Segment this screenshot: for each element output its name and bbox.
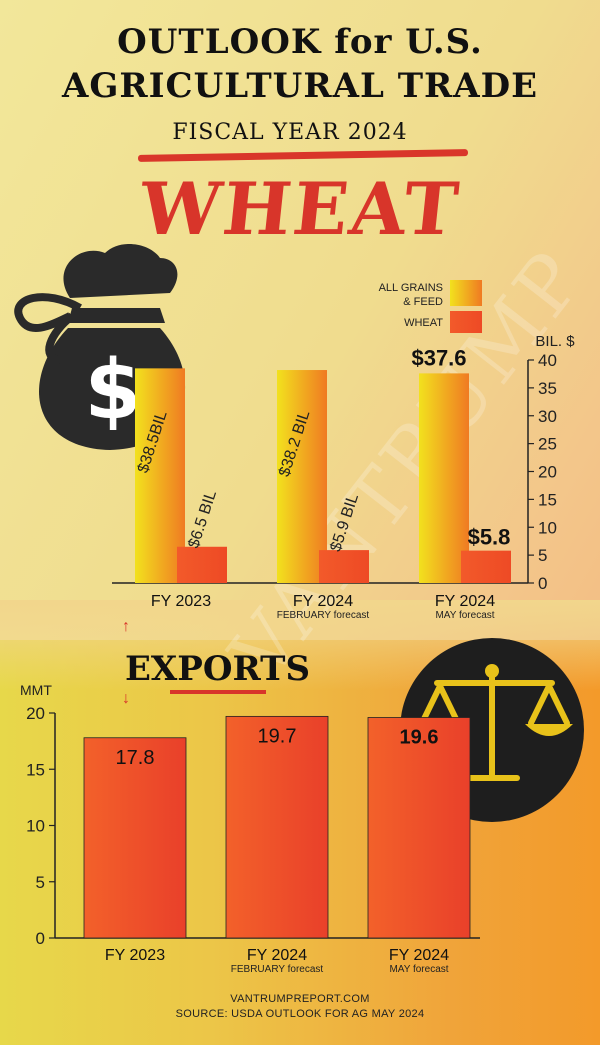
x-tick-label: FY 2024 [247,947,307,964]
exports-title: EXPORTS [125,649,310,689]
y-tick-label: 20 [538,463,557,482]
bar-exports [225,715,329,939]
y-tick-label: 35 [538,379,557,398]
legend-swatch-wheat [450,311,482,333]
page-title-line2: AGRICULTURAL TRADE [61,66,539,106]
footer-source: SOURCE: USDA OUTLOOK FOR AG MAY 2024 [175,1008,425,1020]
y-tick-label: 20 [26,704,45,723]
legend-label-all-grains-line2: & FEED [403,296,443,308]
x-tick-label: FY 2024 [389,947,449,964]
bar-label-all-grains: $37.6 [411,345,466,370]
x-tick-label: FY 2024 [293,593,353,610]
bar-all-grains [277,370,327,583]
x-tick-sublabel: FEBRUARY forecast [231,964,324,975]
bar-label-wheat: $6.5 BIL [185,488,220,550]
bar-label-exports: 19.6 [400,727,439,749]
exports-underline [170,690,266,694]
bar-label-exports: 19.7 [258,725,297,747]
y-axis-title: MMT [20,682,52,698]
y-tick-label: 15 [538,490,557,509]
y-tick-label: 10 [26,817,45,836]
y-tick-label: 10 [538,518,557,537]
bar-wheat [461,550,511,583]
y-tick-label: 5 [36,873,45,892]
y-tick-label: 0 [36,929,45,948]
bar-exports [83,737,187,939]
x-tick-label: FY 2023 [105,947,165,964]
bar-label-wheat: $5.8 [468,525,511,550]
y-axis-title: BIL. $ [535,333,575,350]
dollar-sign-icon: $ [84,343,141,438]
y-tick-label: 30 [538,407,557,426]
footer-site: VANTRUMPREPORT.COM [230,993,370,1005]
y-tick-label: 15 [26,760,45,779]
legend-label-all-grains-line1: ALL GRAINS [379,282,443,294]
x-tick-sublabel: MAY forecast [435,610,494,621]
arrow-down-icon: ↓ [122,690,130,707]
bar-label-wheat: $5.9 BIL [327,492,362,554]
y-tick-label: 40 [538,351,557,370]
legend-swatch-all-grains [450,280,482,306]
x-tick-sublabel: MAY forecast [389,964,448,975]
legend-label-wheat: WHEAT [404,317,443,329]
x-tick-label: FY 2023 [151,593,211,610]
arrow-up-icon: ↑ [122,618,130,635]
money-bag-icon: $ [14,243,186,450]
x-tick-label: FY 2024 [435,593,495,610]
y-tick-label: 5 [538,546,547,565]
fiscal-year-subtitle: FISCAL YEAR 2024 [172,120,408,145]
x-tick-sublabel: FEBRUARY forecast [277,610,370,621]
bar-wheat [177,546,227,583]
y-tick-label: 0 [538,574,547,593]
bar-all-grains [135,368,185,583]
svg-text:$: $ [84,343,141,438]
bar-all-grains [419,373,469,583]
page-title-line1: OUTLOOK for U.S. [117,22,483,62]
y-tick-label: 25 [538,435,557,454]
bar-wheat [319,550,369,583]
bar-label-exports: 17.8 [116,747,155,769]
bar-exports [367,717,471,939]
